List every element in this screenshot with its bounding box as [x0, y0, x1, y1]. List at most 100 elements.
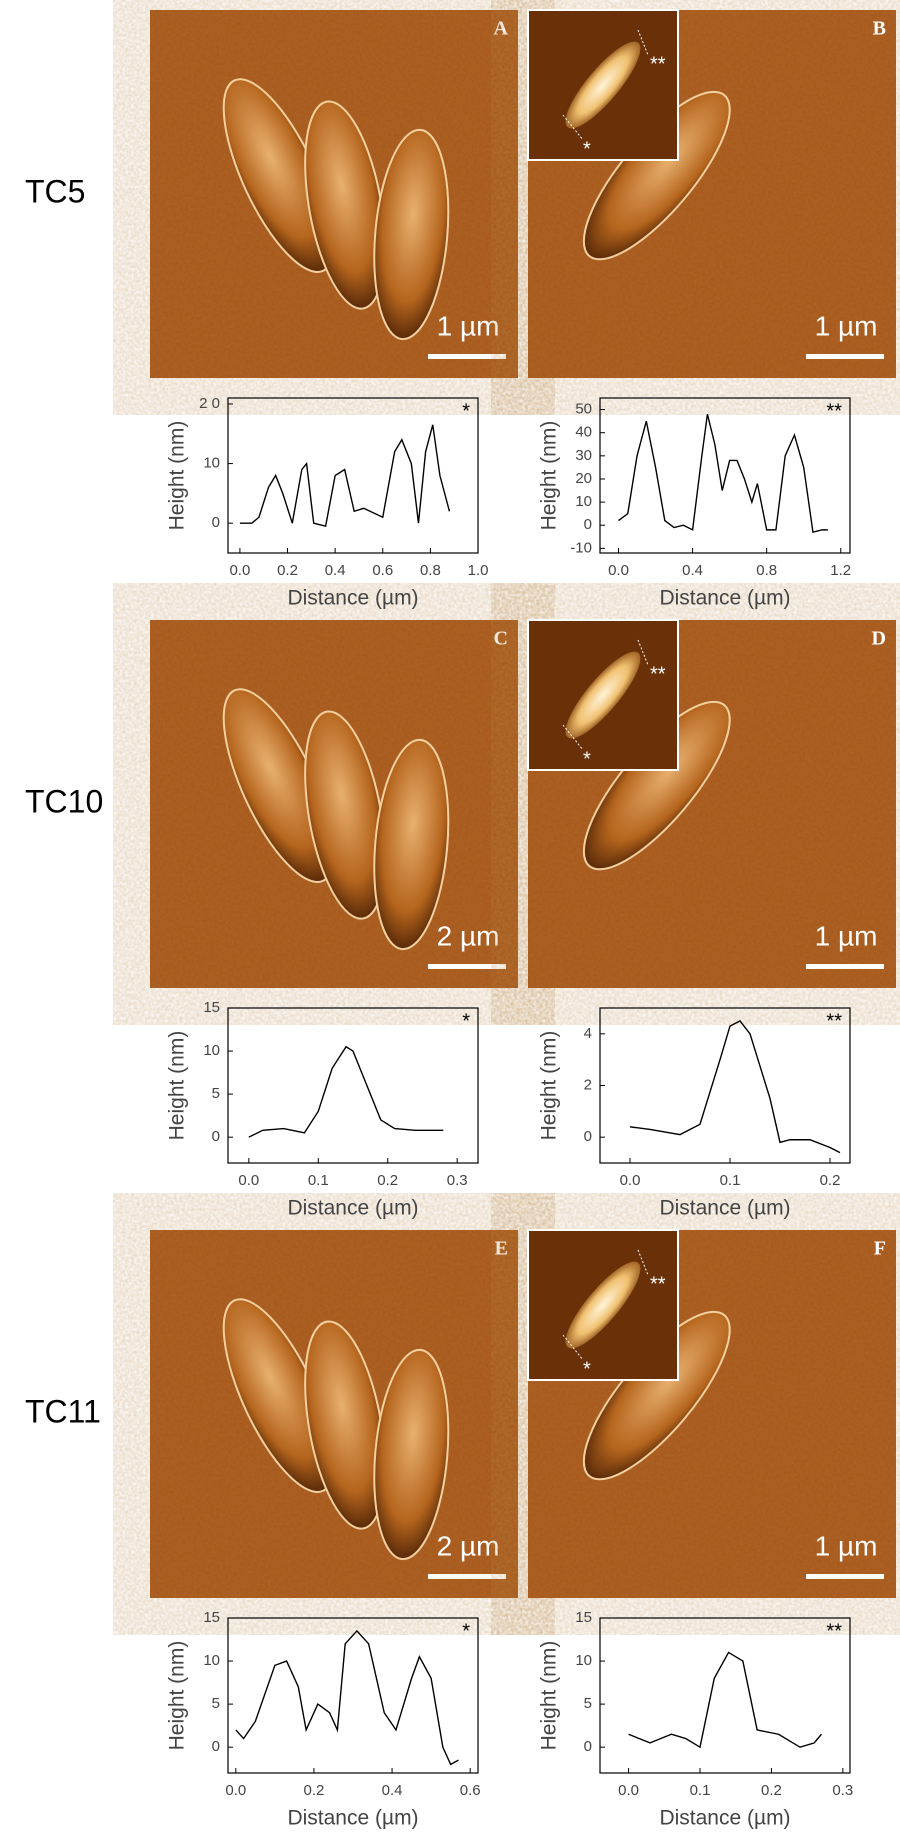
x-tick-label: 0.3 — [447, 1172, 468, 1189]
y-tick-label: 0 — [212, 514, 220, 531]
profile-line-plot — [248, 1045, 444, 1138]
profile-line-plot — [629, 1020, 841, 1154]
plot-frame — [599, 1617, 851, 1774]
x-tick-label: 0.6 — [372, 562, 393, 579]
scale-bar-label: 1 µm — [815, 1530, 878, 1561]
inset-cell — [565, 41, 641, 129]
x-tick-label: 0.4 — [682, 562, 703, 579]
x-tick-label: 0.4 — [325, 562, 346, 579]
plot-frame — [227, 1007, 479, 1164]
scale-bar — [428, 1574, 506, 1579]
x-tick-label: 0.1 — [308, 1172, 329, 1189]
x-tick-label: 0.2 — [304, 1782, 325, 1799]
y-axis-label: Height (nm) — [538, 1031, 561, 1141]
y-tick-label: 15 — [203, 999, 220, 1016]
profile-line — [637, 1249, 649, 1276]
panel-letter: C — [494, 628, 508, 650]
inset-label: * — [583, 138, 591, 160]
y-tick-label: 20 — [575, 470, 592, 487]
scale-bar-label: 1 µm — [815, 920, 878, 951]
panel-letter: B — [873, 18, 886, 40]
inset-label: ** — [650, 53, 666, 75]
x-axis-label: Distance (µm) — [287, 1197, 418, 1220]
y-tick-label: 10 — [575, 493, 592, 510]
plot-frame — [227, 1617, 479, 1774]
afm-image — [150, 1230, 518, 1598]
y-tick-label: 0 — [584, 1738, 592, 1755]
y-tick-label: 40 — [575, 424, 592, 441]
y-tick-label: 2 — [584, 1076, 592, 1093]
scale-bar — [806, 964, 884, 969]
x-tick-label: 0.0 — [618, 1782, 639, 1799]
plot-frame — [599, 1007, 851, 1164]
y-tick-label: 30 — [575, 447, 592, 464]
y-tick-label: 0 — [212, 1738, 220, 1755]
y-tick-label: 10 — [575, 1652, 592, 1669]
x-tick-label: 0.8 — [756, 562, 777, 579]
y-tick-label: 15 — [203, 1609, 220, 1626]
x-tick-label: 0.4 — [382, 1782, 403, 1799]
annotation: ** — [826, 400, 842, 422]
annotation: ** — [826, 1620, 842, 1642]
x-tick-label: 0.0 — [229, 562, 250, 579]
profile-line — [562, 1334, 584, 1361]
scale-bar — [428, 964, 506, 969]
x-axis-label: Distance (µm) — [287, 1807, 418, 1830]
scale-bar-label: 2 µm — [437, 920, 500, 951]
inset-label: ** — [650, 1273, 666, 1295]
profile-line-plot — [235, 1629, 459, 1766]
x-tick-label: 0.2 — [761, 1782, 782, 1799]
scale-bar — [806, 1574, 884, 1579]
y-tick-label: 0 — [212, 1128, 220, 1145]
profile-line-plot — [618, 414, 828, 534]
afm-image — [150, 10, 518, 378]
x-tick-label: 0.2 — [277, 562, 298, 579]
bacterium — [373, 1348, 450, 1561]
inset-cell — [565, 651, 641, 739]
scale-bar — [428, 354, 506, 359]
y-tick-label: 10 — [203, 1652, 220, 1669]
x-tick-label: 0.3 — [832, 1782, 853, 1799]
y-tick-label: 0 — [584, 1128, 592, 1145]
x-tick-label: 0.1 — [690, 1782, 711, 1799]
row-label: TC11 — [25, 1393, 101, 1429]
bacterium — [373, 128, 450, 341]
inset-label: * — [583, 1358, 591, 1380]
x-tick-label: 0.2 — [377, 1172, 398, 1189]
row-label: TC10 — [25, 783, 103, 819]
x-axis-label: Distance (µm) — [287, 587, 418, 610]
panel-letter: E — [495, 1238, 508, 1260]
y-tick-label: 5 — [212, 1695, 220, 1712]
profile-line-plot — [628, 1651, 822, 1749]
y-tick-label: 5 — [212, 1085, 220, 1102]
x-axis-label: Distance (µm) — [659, 587, 790, 610]
scale-bar — [806, 354, 884, 359]
x-tick-label: 0.0 — [225, 1782, 246, 1799]
x-tick-label: 0.8 — [420, 562, 441, 579]
scale-bar-label: 2 µm — [437, 1530, 500, 1561]
x-tick-label: 0.0 — [238, 1172, 259, 1189]
x-tick-label: 0.6 — [460, 1782, 481, 1799]
inset-cell — [565, 1261, 641, 1349]
annotation: ** — [826, 1010, 842, 1032]
x-tick-label: 0.0 — [620, 1172, 641, 1189]
y-axis-label: Height (nm) — [538, 1641, 561, 1751]
y-axis-label: Height (nm) — [166, 1641, 189, 1751]
annotation: * — [462, 400, 470, 422]
annotation: * — [462, 1010, 470, 1032]
scale-bar-label: 1 µm — [437, 310, 500, 341]
bacterium — [373, 738, 450, 951]
profile-line-plot — [239, 424, 451, 528]
annotation: * — [462, 1620, 470, 1642]
x-axis-label: Distance (µm) — [659, 1807, 790, 1830]
inset-label: * — [583, 748, 591, 770]
y-tick-label: -10 — [570, 539, 592, 556]
y-axis-label: Height (nm) — [538, 421, 561, 531]
x-tick-label: 0.0 — [608, 562, 629, 579]
y-tick-label: 5 — [584, 1695, 592, 1712]
y-tick-label: 50 — [575, 401, 592, 418]
row-label: TC5 — [25, 173, 85, 209]
y-tick-label: 2 0 — [199, 395, 220, 412]
